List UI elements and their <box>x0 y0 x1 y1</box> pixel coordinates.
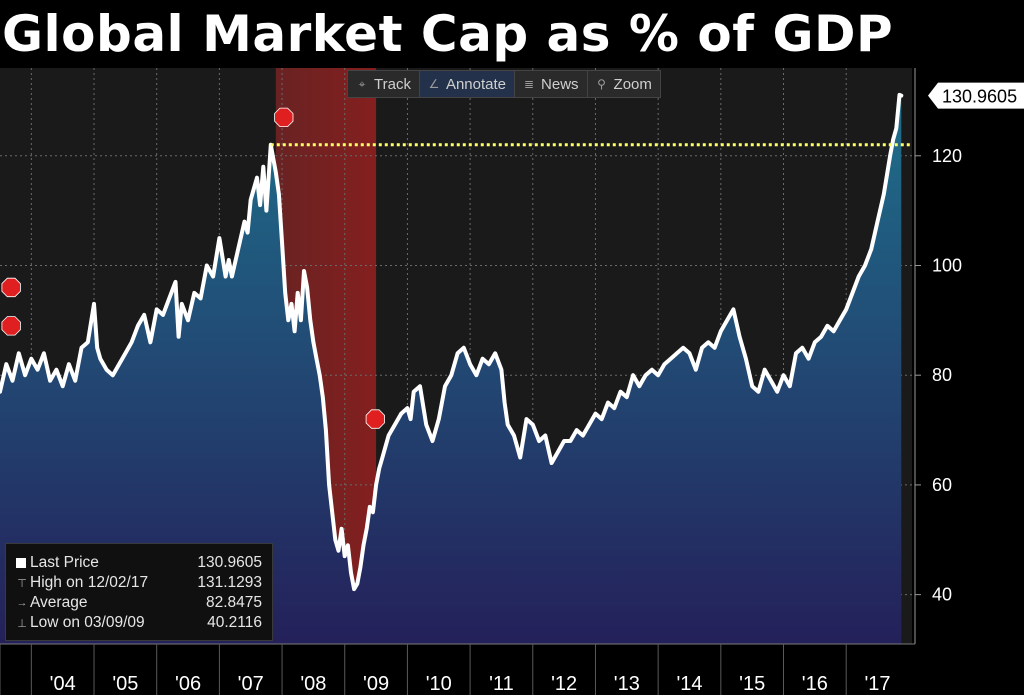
legend-row-low: ⊥ Low on 03/09/09 40.2116 <box>14 613 262 633</box>
zoom-label: Zoom <box>613 75 652 93</box>
y-tick-label: 100 <box>932 255 962 275</box>
zoom-button[interactable]: ⚲ Zoom <box>588 71 660 97</box>
chart-title: Global Market Cap as % of GDP <box>2 0 1024 68</box>
x-axis-band <box>0 644 1024 695</box>
series-area <box>0 94 902 644</box>
x-tick-label: '15 <box>739 673 765 695</box>
last-value-label: 130.9605 <box>942 87 1017 107</box>
x-tick-label: '14 <box>676 673 702 695</box>
x-tick-label: '12 <box>551 673 577 695</box>
crosshair-icon: ⌖ <box>358 76 366 91</box>
x-tick-label: '07 <box>238 673 264 695</box>
recession-marker-icon <box>365 409 385 429</box>
y-tick-label: 120 <box>932 146 962 166</box>
legend-last-label: Last Price <box>30 554 99 571</box>
x-tick-label: '04 <box>50 673 76 695</box>
y-tick-label: 60 <box>932 475 952 495</box>
x-tick-label: '11 <box>489 673 514 695</box>
x-tick-label: '08 <box>300 673 326 695</box>
x-tick-label: '05 <box>112 673 138 695</box>
annotate-button[interactable]: ∠ Annotate <box>419 71 516 97</box>
pencil-icon: ∠ <box>428 77 440 91</box>
track-label: Track <box>374 75 411 93</box>
news-label: News <box>541 75 579 93</box>
recession-marker-icon <box>1 277 21 298</box>
legend-last-value: 130.9605 <box>197 554 262 571</box>
magnifier-icon: ⚲ <box>597 77 606 91</box>
legend-row-last: Last Price 130.9605 <box>14 553 262 573</box>
y-tick-label: 40 <box>932 585 952 605</box>
series-line <box>0 92 904 592</box>
legend-high-value: 131.1293 <box>197 574 262 591</box>
low-marker-icon: ⊥ <box>17 617 27 630</box>
square-icon <box>16 558 26 568</box>
x-tick-label: '17 <box>864 673 890 695</box>
average-marker-icon: → <box>16 597 28 609</box>
x-tick-label: '10 <box>426 673 452 695</box>
y-tick-label: 80 <box>932 365 952 385</box>
annotate-label: Annotate <box>445 75 507 93</box>
x-tick-label: '13 <box>614 673 640 695</box>
legend-box: Last Price 130.9605 ⊤ High on 12/02/17 1… <box>5 543 273 641</box>
x-tick-label: '16 <box>802 673 828 695</box>
high-marker-icon: ⊤ <box>17 577 27 590</box>
legend-high-label: High on 12/02/17 <box>30 574 149 591</box>
recession-marker-icon <box>274 107 294 127</box>
news-icon: ≣ <box>523 77 535 91</box>
legend-average-label: Average <box>30 594 88 611</box>
legend-low-label: Low on 03/09/09 <box>30 614 145 631</box>
x-tick-label: '09 <box>363 673 389 695</box>
legend-row-average: → Average 82.8475 <box>14 593 263 613</box>
track-button[interactable]: ⌖ Track <box>348 71 420 97</box>
news-button[interactable]: ≣ News <box>515 71 588 97</box>
legend-average-value: 82.8475 <box>205 594 262 611</box>
chart-toolbar: ⌖ Track ∠ Annotate ≣ News ⚲ Zoom <box>347 70 661 98</box>
legend-row-high: ⊤ High on 12/02/17 131.1293 <box>14 573 262 593</box>
legend-low-value: 40.2116 <box>207 614 262 631</box>
x-tick-label: '06 <box>175 673 201 695</box>
recession-marker-icon <box>1 316 21 336</box>
last-value-tag <box>928 82 1024 109</box>
